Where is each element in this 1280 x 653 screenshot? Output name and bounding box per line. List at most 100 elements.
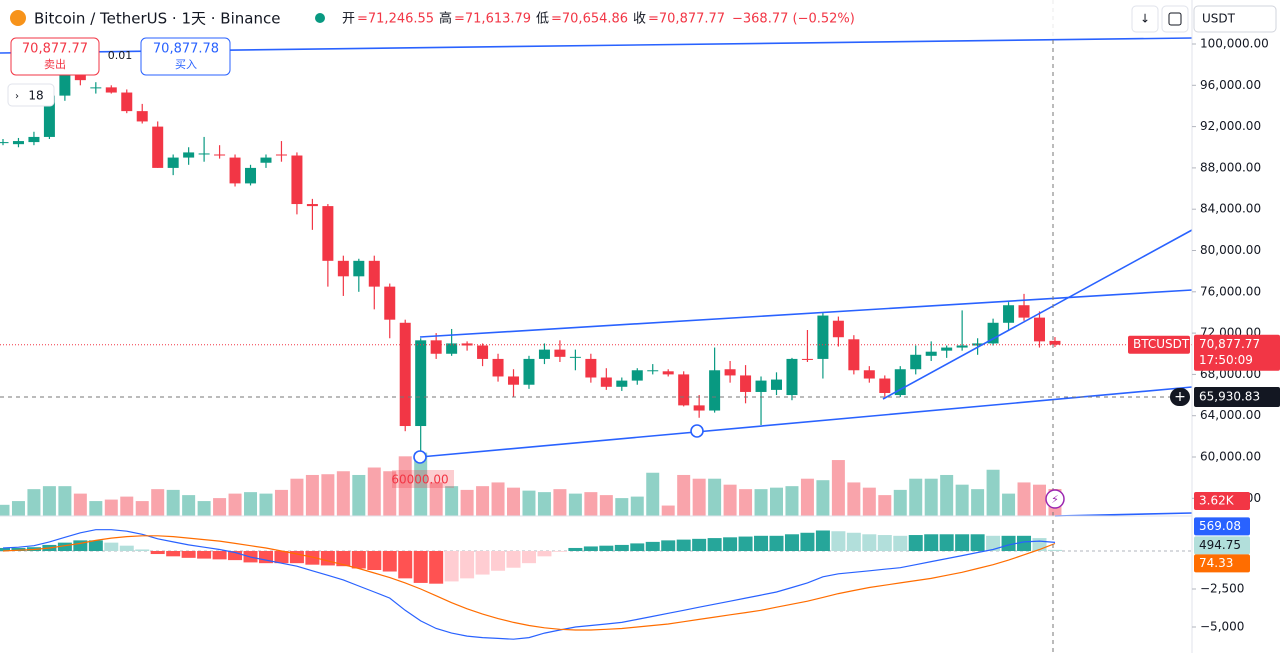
histogram-bar (475, 551, 490, 575)
annotation-box (392, 470, 454, 488)
histogram-bar (676, 539, 691, 552)
annotation: 60000.00 (391, 473, 448, 487)
histogram-bar (57, 542, 72, 552)
candle-body (260, 157, 272, 163)
volume-bar (445, 486, 459, 516)
currency-select[interactable] (1193, 5, 1277, 33)
crosshair-price: 65,930.83 (1199, 390, 1260, 404)
histogram-bar (877, 535, 892, 552)
histogram-bar (723, 537, 738, 552)
histogram-bar (258, 551, 273, 564)
change: −368.77 (−0.52%) (732, 12, 855, 27)
volume-bar (862, 487, 876, 516)
histogram-label: 74.33 (1199, 556, 1233, 570)
histogram-bar (908, 535, 923, 552)
histogram-bar (305, 551, 320, 565)
candle-body (941, 347, 953, 351)
y-tick-label: 64,000.00 (1200, 408, 1261, 422)
volume-bar (878, 495, 892, 516)
candle-body (245, 167, 257, 184)
volume-bar (708, 478, 722, 516)
alert-icon[interactable] (1045, 489, 1065, 509)
candle-body (12, 141, 24, 145)
coin-icon (10, 10, 26, 26)
volume-bar (58, 486, 72, 516)
histogram-bar (645, 541, 660, 552)
volume-bar (940, 474, 954, 516)
volume-bar (120, 496, 134, 516)
volume-bar (305, 474, 319, 516)
volume-bar (352, 474, 366, 516)
candle-body (121, 92, 133, 112)
histogram-bar (1047, 549, 1062, 552)
candle-body (291, 155, 303, 205)
candle-body (910, 354, 922, 370)
candle-body (801, 358, 813, 360)
volume-bar (909, 478, 923, 516)
candle-body (631, 370, 643, 381)
histogram-bar (73, 540, 88, 552)
candle-body (183, 152, 195, 158)
volume-bar (739, 489, 753, 516)
signal-label: 494.75 (1199, 538, 1241, 552)
histogram-bar (862, 534, 877, 552)
status-dot (315, 13, 325, 23)
histogram-bar (769, 535, 784, 552)
volume-bar (182, 495, 196, 516)
download-button[interactable] (1131, 5, 1159, 33)
candle-body (879, 378, 891, 393)
candle-body (585, 358, 597, 378)
histogram-bar (181, 551, 196, 558)
trend-line (882, 229, 1193, 400)
histogram-bar (197, 551, 212, 559)
anchor (690, 424, 704, 438)
candle-body (569, 356, 581, 358)
histogram-bar (707, 538, 722, 552)
candle-body (755, 380, 767, 392)
volume-bar (290, 478, 304, 516)
volume-bar (213, 498, 227, 516)
candle-body (214, 154, 226, 156)
volume-bar (460, 489, 474, 516)
volume-bar (367, 467, 381, 516)
volume-bar (27, 489, 41, 516)
candle-body (0, 142, 9, 144)
y-tick-label: 96,000.00 (1200, 78, 1261, 92)
indicator-toggle[interactable] (7, 83, 55, 107)
refresh-button[interactable] (1161, 5, 1189, 33)
candle-body (368, 260, 380, 287)
buy-button[interactable] (140, 37, 231, 76)
volume-bar (507, 487, 521, 516)
candle-body (198, 153, 210, 155)
candle-body (477, 345, 489, 359)
volume-bar (522, 490, 536, 516)
volume-bar (429, 482, 443, 516)
histogram-bar (460, 551, 475, 579)
y-tick-label: 92,000.00 (1200, 119, 1261, 133)
histogram-bar (784, 534, 799, 552)
histogram-bar (754, 535, 769, 552)
symbol-tag: BTCUSDT (1133, 337, 1190, 351)
candle-body (337, 260, 349, 277)
y-tick-label: 80,000.00 (1200, 243, 1261, 257)
ohlc-value: =71,613.79 (454, 12, 531, 27)
candle-body (1033, 317, 1045, 342)
ohlc-key: 开 (342, 12, 355, 27)
channel-bottom (419, 386, 1193, 458)
volume-bar (754, 489, 768, 516)
candle-body (415, 340, 427, 427)
histogram-bar (212, 551, 227, 560)
channel-top (419, 289, 1193, 338)
y-tick-label: 88,000.00 (1200, 160, 1261, 174)
histogram-bar (815, 530, 830, 552)
histogram-bar (568, 547, 583, 552)
volume-bar (537, 492, 551, 516)
candle-body (925, 351, 937, 356)
histogram-bar (630, 543, 645, 552)
sell-button[interactable] (10, 37, 100, 76)
histogram-bar (599, 545, 614, 552)
volume-bar (11, 501, 25, 516)
histogram-bar (320, 551, 335, 566)
